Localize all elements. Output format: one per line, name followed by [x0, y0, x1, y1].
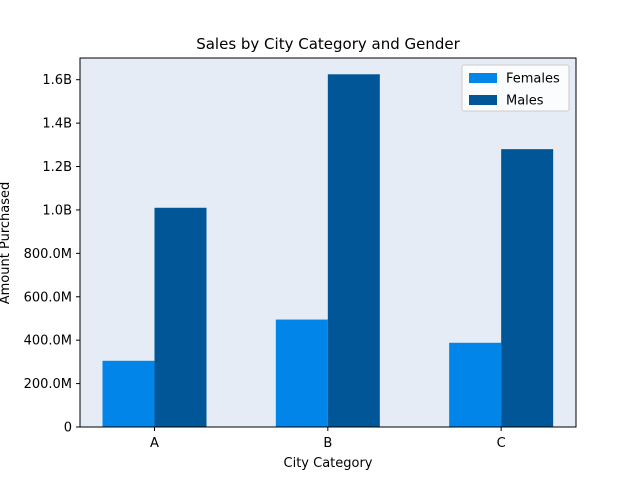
legend-swatch-females	[469, 73, 497, 83]
bar-males-a	[154, 207, 207, 427]
legend-label-females: Females	[506, 72, 560, 87]
y-axis-label: Amount Purchased	[0, 182, 13, 305]
bar-females-c	[449, 342, 502, 427]
x-tick-label: C	[497, 436, 506, 451]
legend: Females Males	[461, 64, 570, 112]
y-tick-label: 1.0B	[42, 203, 72, 218]
x-axis-label: City Category	[284, 456, 373, 471]
y-tick-label: 600.0M	[24, 290, 72, 305]
y-tick-label: 1.4B	[42, 117, 72, 132]
bar-males-c	[501, 149, 554, 427]
legend-label-males: Males	[506, 94, 544, 109]
y-tick-label: 1.2B	[42, 160, 72, 175]
y-axis-ticks: 0 200.0M 400.0M 600.0M 800.0M 1.0B 1.2B 1.4B 1.6…	[24, 73, 80, 436]
chart-title: Sales by City Category and Gender	[196, 35, 460, 53]
bars-group	[102, 74, 554, 427]
bar-females-a	[102, 360, 155, 427]
x-tick-label: B	[323, 436, 332, 451]
plot-frame	[79, 57, 577, 428]
y-tick-label: 800.0M	[24, 247, 72, 262]
y-tick-label: 0	[64, 421, 72, 436]
bar-males-b	[327, 74, 380, 427]
bar-females-b	[275, 319, 328, 427]
x-axis-ticks: A B C	[150, 427, 506, 451]
y-tick-label: 200.0M	[24, 377, 72, 392]
x-tick-label: A	[150, 436, 159, 451]
y-tick-label: 1.6B	[42, 73, 72, 88]
legend-swatch-males	[469, 95, 497, 105]
y-tick-label: 400.0M	[24, 334, 72, 349]
